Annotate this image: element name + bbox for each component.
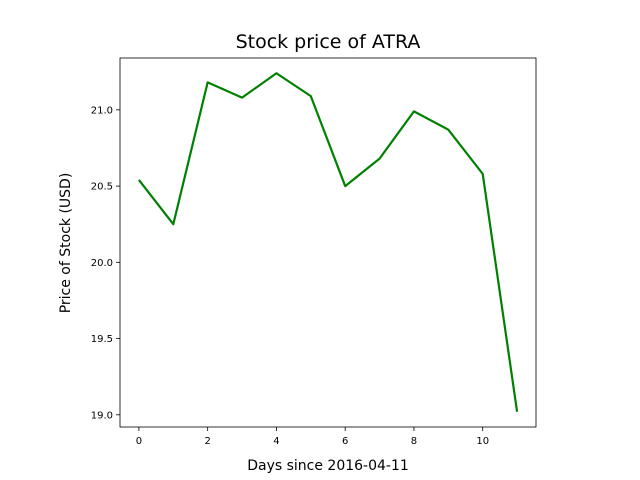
- x-tick-label: 0: [136, 436, 142, 447]
- x-tick-label: 10: [476, 436, 489, 447]
- y-axis-label: Price of Stock (USD): [58, 173, 74, 314]
- y-tick-label: 21.0: [91, 105, 113, 116]
- x-tick-label: 4: [273, 436, 279, 447]
- chart-title: Stock price of ATRA: [236, 31, 421, 53]
- x-tick-label: 6: [342, 436, 348, 447]
- series-line-0: [138, 72, 519, 412]
- plot-area: 0 2 4 6 8 10 19.0 19.5 20.0 20.5 21.0: [91, 57, 537, 447]
- y-tick-label: 20.5: [91, 182, 113, 193]
- plot-frame: [119, 57, 537, 428]
- y-tick-label: 19.0: [91, 410, 113, 421]
- x-axis-label: Days since 2016-04-11: [247, 458, 409, 474]
- x-tick-label: 2: [204, 436, 210, 447]
- x-tick-label: 8: [411, 436, 417, 447]
- y-tick-label: 20.0: [91, 258, 113, 269]
- y-tick-label: 19.5: [91, 334, 113, 345]
